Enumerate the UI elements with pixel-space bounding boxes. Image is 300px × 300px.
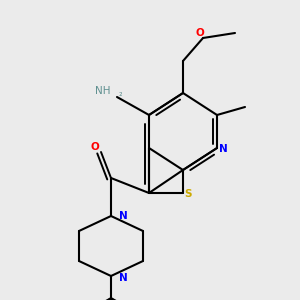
Text: NH: NH bbox=[95, 86, 111, 96]
Text: N: N bbox=[118, 273, 127, 283]
Text: S: S bbox=[184, 189, 192, 199]
Text: O: O bbox=[196, 28, 204, 38]
Text: N: N bbox=[118, 211, 127, 221]
Text: ₂: ₂ bbox=[118, 89, 122, 98]
Text: O: O bbox=[91, 142, 99, 152]
Text: N: N bbox=[219, 144, 227, 154]
